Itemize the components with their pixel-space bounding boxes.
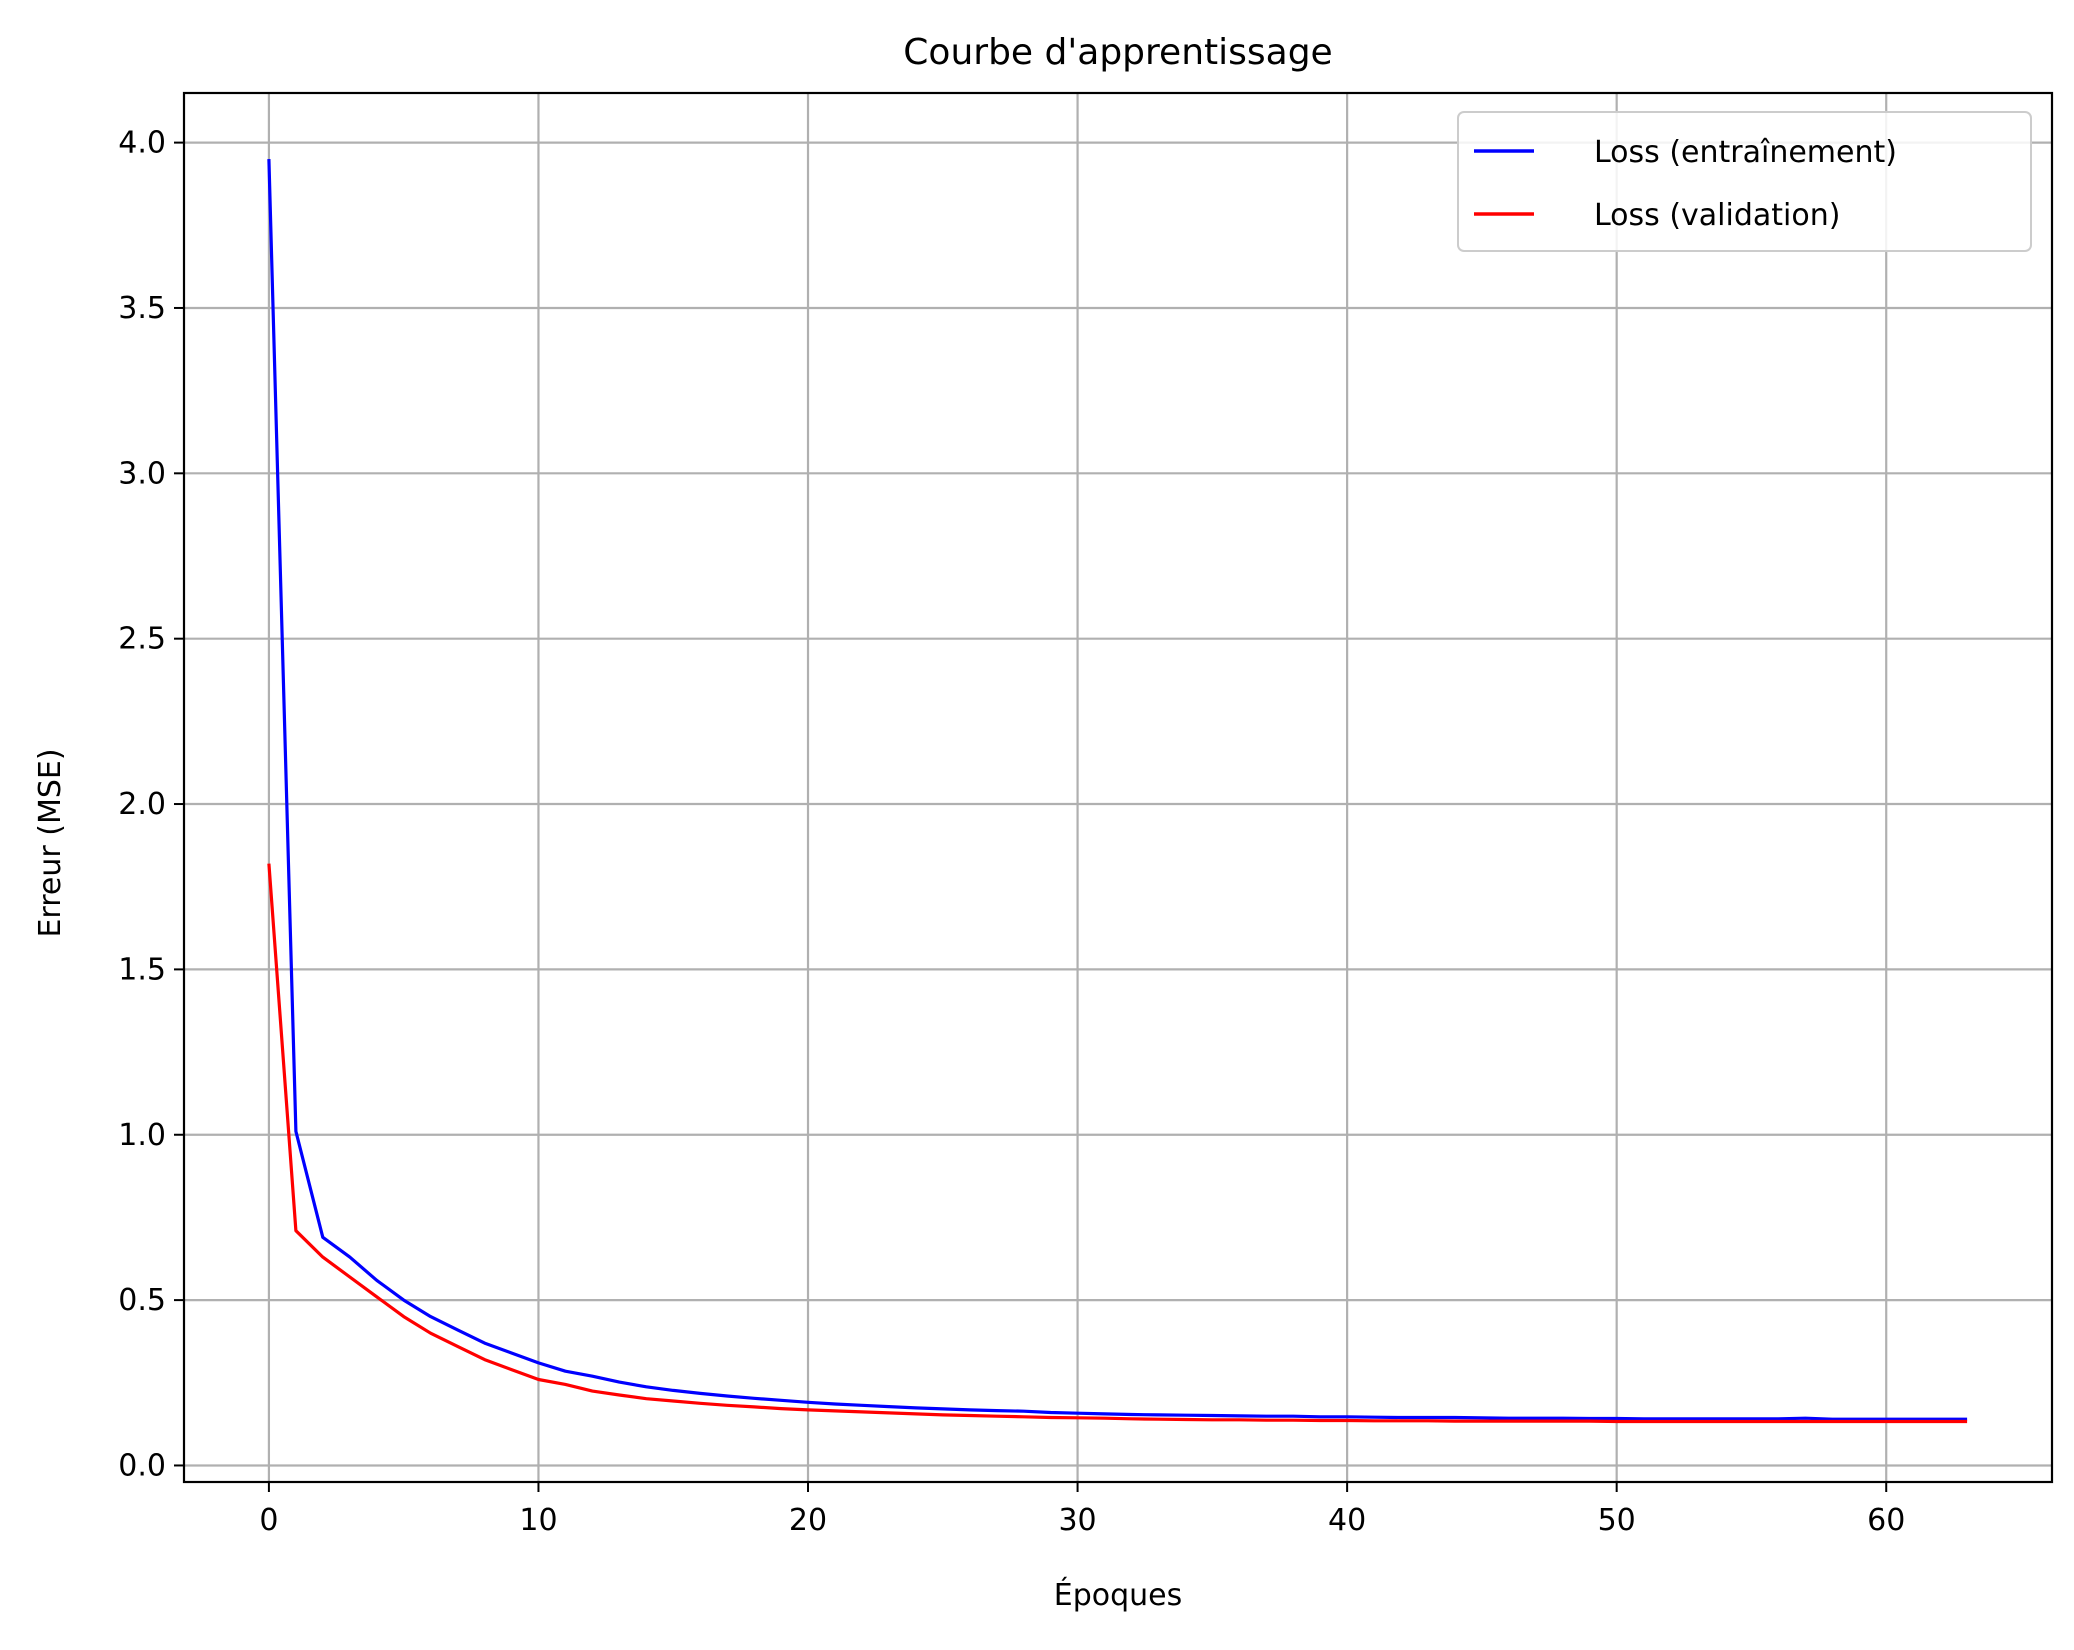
series-line-0	[267, 159, 1968, 1421]
y-tick-label: 3.0	[118, 456, 166, 491]
series-line-1	[267, 863, 1968, 1424]
x-tick-label: 50	[1598, 1503, 1636, 1538]
y-tick-label: 1.5	[118, 952, 166, 987]
legend-box	[1457, 111, 2032, 252]
x-tick-label: 10	[519, 1503, 557, 1538]
x-tick-label: 20	[789, 1503, 827, 1538]
series-lines	[267, 159, 1968, 1424]
grid	[184, 93, 2052, 1482]
legend-label-1: Loss (validation)	[1594, 198, 1840, 233]
y-tick-label: 3.5	[118, 291, 166, 326]
legend-label-0: Loss (entraînement)	[1594, 135, 1897, 170]
plot-frame	[182, 91, 2054, 1484]
y-tick-label: 2.5	[118, 622, 166, 657]
y-tick-label: 1.0	[118, 1118, 166, 1153]
chart-title: Courbe d'apprentissage	[903, 32, 1332, 73]
x-tick-label: 0	[259, 1503, 278, 1538]
x-tick-label: 30	[1058, 1503, 1096, 1538]
x-axis-label: Époques	[1054, 1577, 1183, 1613]
y-tick-label: 2.0	[118, 787, 166, 822]
y-axis-label: Erreur (MSE)	[33, 748, 68, 937]
y-tick-label: 0.5	[118, 1283, 166, 1318]
legend: Loss (entraînement) Loss (validation)	[1457, 111, 2032, 252]
y-tick-label: 0.0	[118, 1448, 166, 1483]
x-tick-label: 60	[1867, 1503, 1905, 1538]
y-tick-label: 4.0	[118, 126, 166, 161]
axis-ticks: 0 10 20 30 40 50 60 0.0 0.5 1.0 1.5 2.0 2.5 3.0 3.5 4.0	[118, 126, 1905, 1538]
x-tick-label: 40	[1328, 1503, 1366, 1538]
